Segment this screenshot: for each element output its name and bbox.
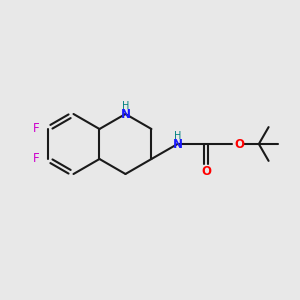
Text: O: O bbox=[201, 164, 211, 178]
Text: N: N bbox=[121, 107, 130, 121]
Text: H: H bbox=[122, 100, 129, 111]
Text: F: F bbox=[33, 122, 39, 136]
Text: N: N bbox=[172, 137, 182, 151]
Text: H: H bbox=[174, 130, 181, 141]
Text: O: O bbox=[234, 137, 244, 151]
Text: F: F bbox=[33, 152, 39, 166]
